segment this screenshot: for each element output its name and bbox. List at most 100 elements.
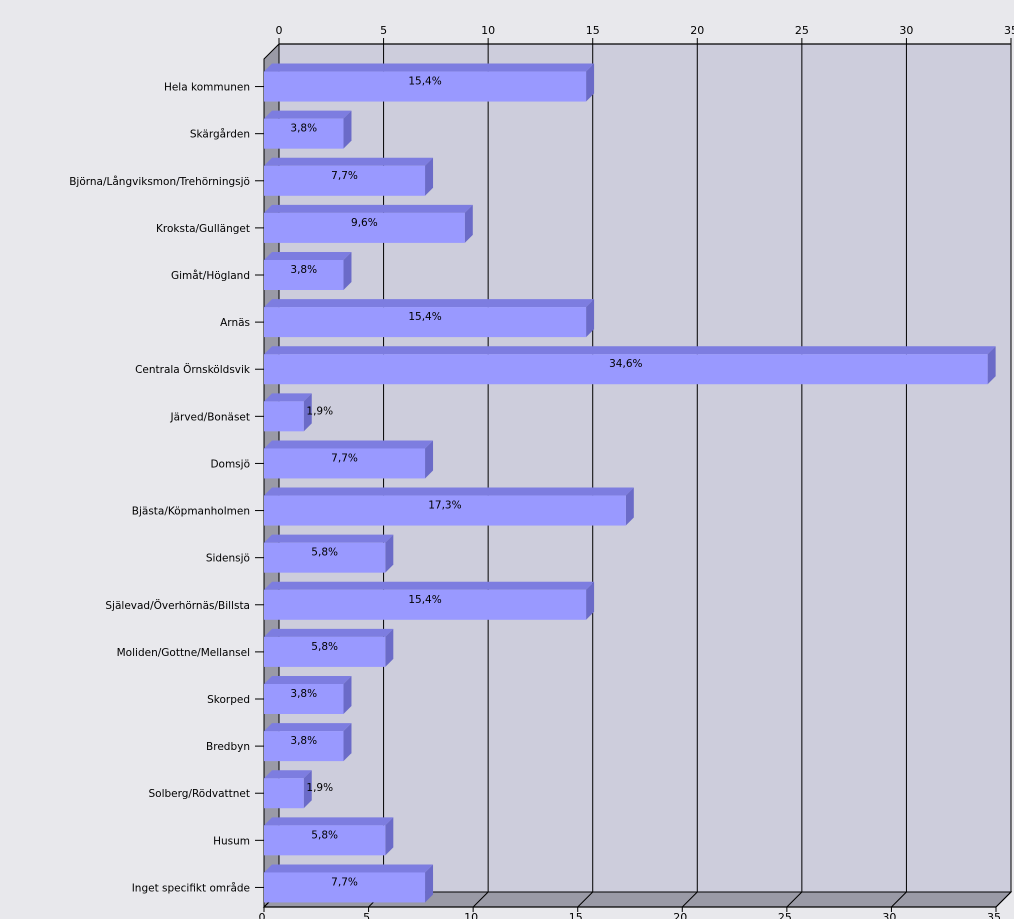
category-label: Solberg/Rödvattnet xyxy=(149,788,251,800)
data-label: 5,8% xyxy=(311,829,338,841)
bar xyxy=(264,684,344,714)
bar xyxy=(264,260,344,290)
data-label: 5,8% xyxy=(311,641,338,653)
top-tick-label: 5 xyxy=(380,24,387,37)
bar xyxy=(264,778,304,809)
bar-top-face xyxy=(264,817,394,826)
floor-gridline xyxy=(577,891,594,908)
bar xyxy=(264,448,426,479)
bar-top-face xyxy=(264,252,352,260)
bar-group xyxy=(264,63,595,102)
bar xyxy=(264,212,465,243)
top-tick-label: 30 xyxy=(899,24,913,37)
bar-side-face xyxy=(987,346,996,385)
floor-gridline xyxy=(995,891,1012,908)
floor-gridline xyxy=(786,891,803,908)
category-label: Björna/Långviksmon/Trehörningsjö xyxy=(69,175,250,188)
bar xyxy=(264,401,304,432)
bars xyxy=(264,63,996,903)
top-tick-label: 10 xyxy=(481,24,495,37)
bar xyxy=(264,354,988,385)
bar-top-face xyxy=(264,581,595,590)
data-label: 15,4% xyxy=(408,311,441,323)
data-label: 1,9% xyxy=(306,782,333,794)
data-label: 15,4% xyxy=(408,76,441,88)
category-label: Själevad/Överhörnäs/Billsta xyxy=(105,599,250,612)
category-label: Kroksta/Gullänget xyxy=(156,223,250,235)
bar-top-face xyxy=(264,204,473,213)
bar-group xyxy=(264,393,312,432)
bar-side-face xyxy=(425,157,434,196)
bar xyxy=(264,307,587,338)
bar-side-face xyxy=(303,770,312,809)
bar-group xyxy=(264,770,312,809)
category-label: Inget specifikt område xyxy=(132,881,250,894)
bar-side-face xyxy=(343,110,352,149)
bar-top-face xyxy=(264,487,634,496)
bar-top-face xyxy=(264,534,394,543)
category-label: Skärgården xyxy=(190,128,250,141)
category-label: Skorped xyxy=(207,694,250,706)
bar-side-face xyxy=(425,864,434,903)
category-label: Domsjö xyxy=(210,458,250,470)
top-tick-label: 20 xyxy=(690,24,704,37)
bar-side-face xyxy=(343,676,352,714)
data-label: 34,6% xyxy=(609,358,642,370)
data-label: 1,9% xyxy=(306,405,333,417)
bottom-tick-label: 15 xyxy=(569,911,583,919)
category-label: Sidensjö xyxy=(206,553,250,565)
bar-side-face xyxy=(343,252,352,290)
floor-gridline xyxy=(891,891,907,908)
bar-group xyxy=(264,157,434,196)
bar-group xyxy=(264,252,352,290)
bar-top-face xyxy=(264,63,595,72)
data-label: 9,6% xyxy=(351,217,378,229)
bottom-tick-label: 5 xyxy=(363,911,370,919)
floor-gridline xyxy=(472,891,489,908)
bar xyxy=(264,495,626,526)
bar-group xyxy=(264,581,595,620)
top-tick-label: 15 xyxy=(586,24,600,37)
bottom-tick-label: 25 xyxy=(778,911,792,919)
bar-group xyxy=(264,723,352,762)
bar xyxy=(264,118,344,149)
bar-side-face xyxy=(303,393,312,432)
bar-side-face xyxy=(343,723,352,762)
bar-top-face xyxy=(264,440,434,449)
bar-side-face xyxy=(625,487,634,526)
top-tick-label: 35 xyxy=(1004,24,1014,37)
category-label: Moliden/Gottne/Mellansel xyxy=(117,647,250,659)
data-label: 7,7% xyxy=(331,876,358,888)
bar-side-face xyxy=(586,299,595,338)
bar-side-face xyxy=(464,204,473,243)
bar-top-face xyxy=(264,393,312,402)
bottom-tick-label: 0 xyxy=(259,911,266,919)
bar-top-face xyxy=(264,110,352,119)
data-label: 17,3% xyxy=(428,500,461,512)
bar-top-face xyxy=(264,299,595,308)
bar-group xyxy=(264,487,634,526)
category-label: Husum xyxy=(213,835,250,847)
bar xyxy=(264,71,587,102)
bar-side-face xyxy=(425,440,434,479)
data-label: 15,4% xyxy=(408,594,441,606)
data-label: 5,8% xyxy=(311,547,338,559)
bar-group xyxy=(264,864,434,903)
bar-group xyxy=(264,204,473,243)
bar xyxy=(264,589,587,620)
bar-group xyxy=(264,110,352,149)
data-label: 7,7% xyxy=(331,170,358,182)
bar-group xyxy=(264,440,434,479)
category-label: Bjästa/Köpmanholmen xyxy=(132,506,250,518)
category-label: Hela kommunen xyxy=(164,82,250,94)
labels: 0 0 5 5 10 10 15 15 20 20 25 25 30 30 35 35 Hela kommune… xyxy=(69,24,1014,919)
floor-gridline xyxy=(681,891,698,908)
data-label: 3,8% xyxy=(290,264,317,276)
bar-top-face xyxy=(264,157,434,166)
bottom-tick-label: 30 xyxy=(882,911,896,919)
bar xyxy=(264,165,426,196)
data-label: 7,7% xyxy=(331,452,358,464)
bar-top-face xyxy=(264,864,434,873)
category-label: Bredbyn xyxy=(206,741,250,753)
bar xyxy=(264,872,426,903)
